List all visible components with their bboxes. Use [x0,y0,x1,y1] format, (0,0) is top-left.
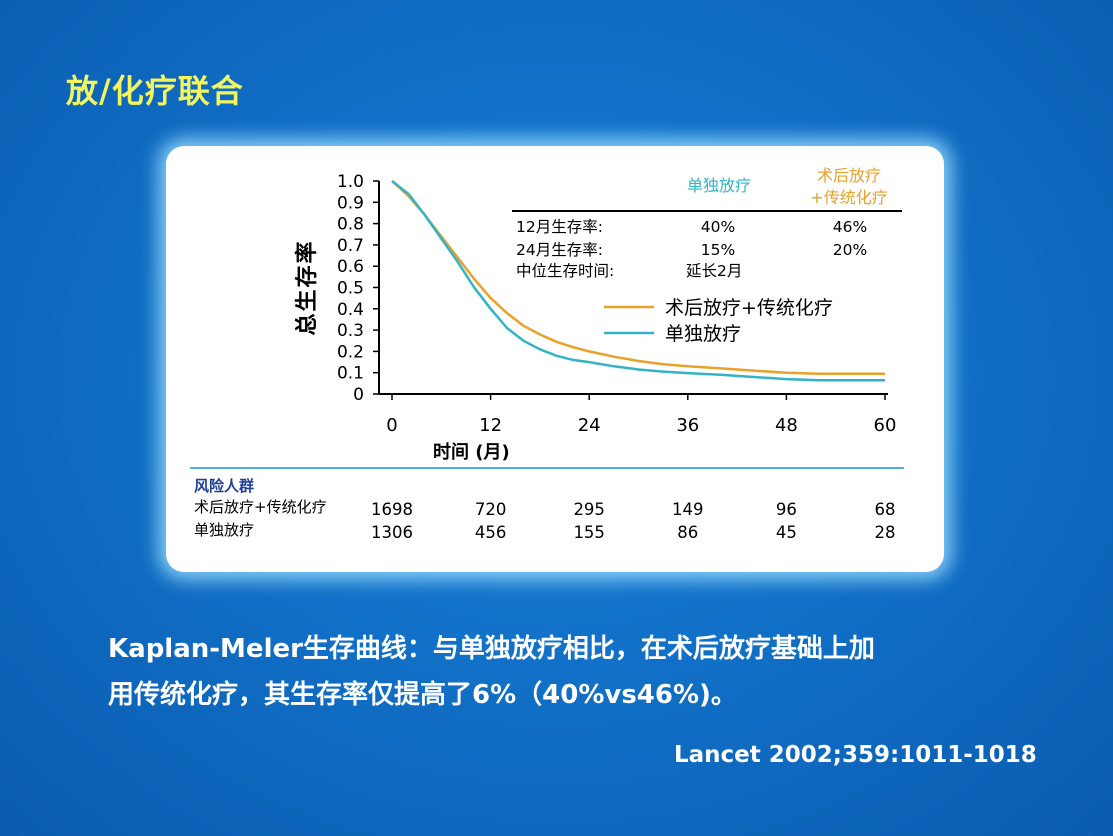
risk-row-label: 单独放疗 [194,521,254,539]
risk-value: 86 [677,523,698,542]
risk-value: 1306 [371,523,413,542]
stats-row-radio-value: 延长2月 [686,262,742,280]
risk-value: 149 [672,500,704,519]
caption: Kaplan-Meler生存曲线：与单独放疗相比，在术后放疗基础上加 用传统化疗… [108,626,1038,718]
caption-line-2: 用传统化疗，其生存率仅提高了6%（40%vs46%)。 [108,680,737,710]
x-tick-label: 0 [386,415,397,436]
series-line-radio [391,180,885,382]
slide-title: 放/化疗联合 [66,72,244,110]
risk-table-title: 风险人群 [194,477,254,495]
x-tick-label: 12 [479,415,502,436]
risk-row-label: 术后放疗+传统化疗 [194,498,327,516]
caption-line-1: Kaplan-Meler生存曲线：与单独放疗相比，在术后放疗基础上加 [108,634,875,664]
risk-value: 295 [573,500,605,519]
risk-value: 28 [875,523,896,542]
stats-row-combined-value: 46% [833,218,867,236]
y-tick-label: 0.5 [337,279,364,299]
risk-value: 720 [475,500,507,519]
x-axis-label: 时间 (月) [433,442,510,463]
y-tick-label: 0.3 [337,321,364,341]
y-tick-label: 1.0 [337,172,364,192]
survival-chart: 1.00.90.80.70.60.50.40.30.20.100 12 24 36 48… [190,166,904,542]
y-tick-label: 0 [353,385,364,405]
chart-card: 1.0 0.9 0.8 0.7 0.6 0.5 0.4 0.3 0.2 0.1 0 0 12 24 36 48… [166,146,944,572]
series-line-combined [391,180,885,376]
risk-value: 68 [875,500,896,519]
risk-value: 45 [776,523,797,542]
stats-row-radio-value: 15% [701,241,735,259]
risk-value: 1698 [371,500,413,519]
legend-label: 单独放疗 [665,323,741,345]
stats-row-radio-value: 40% [701,218,735,236]
y-axis-label: 总生存率 [294,239,320,335]
y-tick-label: 0.7 [337,236,364,256]
y-tick-label: 0.1 [337,364,364,384]
legend-label: 术后放疗+传统化疗 [665,297,833,319]
x-tick-label: 60 [874,415,897,436]
risk-value: 456 [475,523,507,542]
y-tick-label: 0.2 [337,342,364,362]
risk-value: 155 [573,523,605,542]
stats-row-label: 24月生存率: [516,241,603,259]
stats-header-combined-line2: +传统化疗 [810,188,887,207]
stats-row-combined-value: 20% [833,241,867,259]
y-tick-label: 0.9 [337,193,364,213]
x-tick-label: 36 [676,415,699,436]
stats-header-radio: 单独放疗 [687,176,751,195]
y-tick-label: 0.4 [337,300,364,320]
stats-row-label: 12月生存率: [516,218,603,236]
citation: Lancet 2002;359:1011-1018 [674,742,1037,768]
risk-value: 96 [776,500,797,519]
x-tick-label: 48 [775,415,798,436]
stats-header-combined-line1: 术后放疗 [817,166,881,185]
x-tick-label: 24 [578,415,601,436]
y-tick-label: 0.6 [337,257,364,277]
stats-row-label: 中位生存时间: [516,262,614,280]
y-tick-label: 0.8 [337,215,364,235]
